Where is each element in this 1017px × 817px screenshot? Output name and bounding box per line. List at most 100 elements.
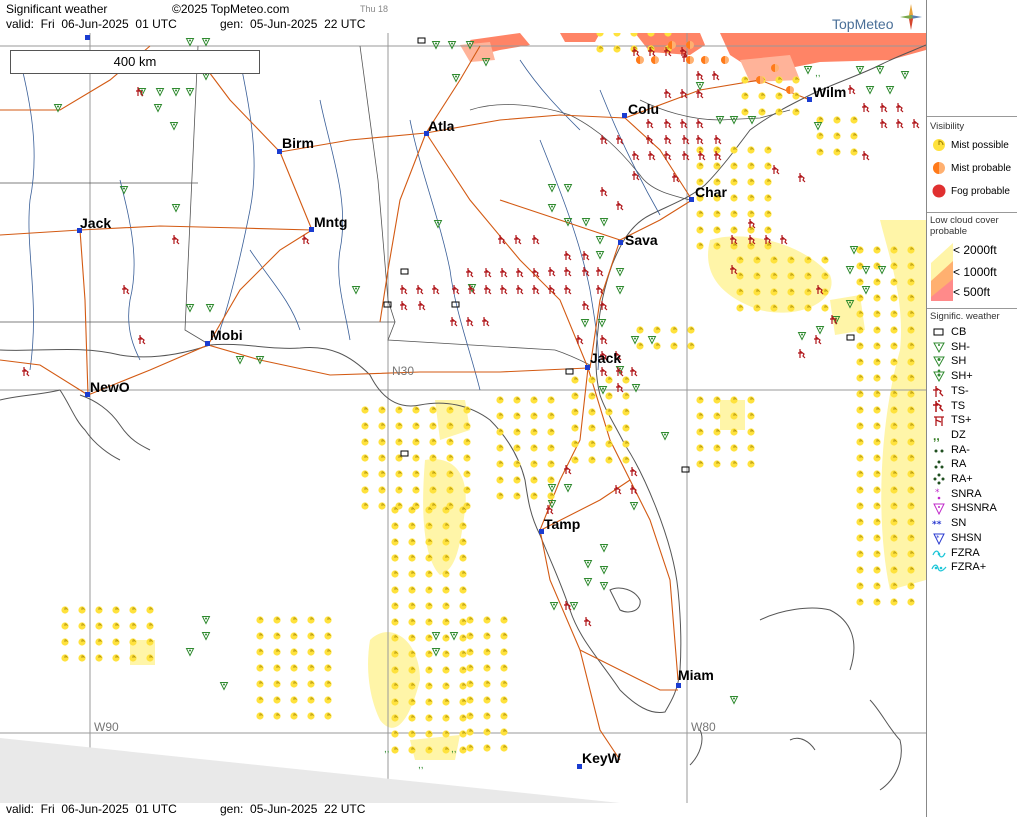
city-miam: Miam: [678, 667, 714, 683]
drizzle-icon: ,,: [933, 429, 940, 442]
fog-areas: [470, 33, 926, 70]
legend-sigwx-item: SHSNRA: [931, 501, 997, 516]
legend-sigwx-item: TS: [931, 399, 965, 413]
legend-sigwx-item: RA-: [931, 443, 970, 457]
grid-label-w80: W80: [691, 720, 716, 734]
city-char: Char: [695, 184, 727, 200]
generated-time: gen: 05-Jun-2025 22 UTC: [220, 17, 366, 31]
legend-low-1000: < 1000ft: [953, 265, 997, 279]
legend-sigwx-item: FZRA: [931, 546, 980, 560]
shower-snow-rain-icon: [933, 503, 945, 516]
shower-snow-icon: *: [933, 533, 945, 545]
compass-icon: [900, 4, 922, 30]
legend-panel: Visibility Mist possible Mist probable F…: [926, 0, 1017, 817]
city-wilm: Wilm: [813, 84, 846, 100]
fog-probable-icon: [932, 184, 946, 198]
footer-generated-time: gen: 05-Jun-2025 22 UTC: [220, 802, 366, 816]
svg-text:,,: ,,: [418, 760, 424, 771]
legend-low-500: < 500ft: [953, 285, 991, 299]
scale-bar: 400 km: [10, 50, 260, 74]
legend-sigwx-item: ,, DZ: [933, 428, 966, 442]
rivers: [19, 59, 661, 391]
freezing-rain-heavy-icon: [931, 564, 947, 572]
legend-sigwx-title: Signific. weather: [930, 311, 1000, 322]
snow-rain-icon: *: [935, 488, 941, 499]
rain-heavy-icon: [933, 473, 945, 485]
low-cloud-swatch: [931, 243, 953, 301]
city-mobi: Mobi: [210, 327, 243, 343]
rain-icon: [934, 460, 944, 469]
svg-text:**: **: [932, 520, 942, 530]
legend-mist-probable: Mist probable: [931, 161, 1011, 175]
city-birm: Birm: [282, 135, 314, 151]
thunderstorm-heavy-icon: [934, 416, 944, 427]
shower-icon: [933, 356, 945, 368]
mist-probable-icon: [933, 162, 945, 174]
roads: [0, 45, 811, 761]
logo-text: TopMeteo: [832, 16, 894, 32]
coastline: [0, 44, 926, 791]
footer-valid-time: valid: Fri 06-Jun-2025 01 UTC: [6, 802, 177, 816]
city-tamp: Tamp: [544, 516, 580, 532]
svg-text:,,: ,,: [384, 744, 390, 755]
city-markers: [77, 35, 812, 769]
state-borders: [0, 45, 791, 366]
grid-label-w90: W90: [94, 720, 119, 734]
topmeteo-logo[interactable]: TopMeteo: [832, 4, 924, 32]
out-of-domain-area: [0, 738, 620, 803]
legend-sigwx: Signific. weather CB SH- SH SH+ TS- TS TS+,, DZ…: [927, 308, 1017, 579]
copyright-text: ©2025 TopMeteo.com: [172, 2, 290, 16]
svg-text:*: *: [935, 488, 940, 498]
fog-edges: [460, 42, 800, 82]
city-atla: Atla: [428, 118, 455, 134]
mist-probable-symbols: [636, 41, 794, 94]
weather-map[interactable]: ,,,,,,,, Wilm Colu Atla Birm Char Sava J…: [0, 33, 926, 803]
legend-sigwx-item: TS+: [931, 413, 971, 427]
legend-mist-possible: Mist possible: [931, 138, 1009, 152]
legend-sigwx-item: * SHSN: [931, 531, 982, 545]
lat-lon-grid: [0, 33, 926, 803]
cb-symbols: [383, 37, 855, 473]
rain-light-icon: [934, 449, 944, 453]
legend-low-cloud-title: Low cloud cover probable: [930, 215, 999, 237]
svg-text:,,: ,,: [815, 68, 821, 79]
mist-symbols: [61, 33, 915, 754]
legend-sigwx-item: RA+: [931, 472, 973, 486]
svg-text:,,: ,,: [451, 744, 457, 755]
legend-sigwx-item: SH+: [931, 369, 973, 383]
valid-time: valid: Fri 06-Jun-2025 01 UTC: [6, 17, 177, 31]
city-jack-fl: Jack: [590, 350, 621, 366]
mist-possible-icon: [933, 139, 945, 151]
drizzle-symbols: ,,,,,,,,: [384, 68, 821, 771]
map-title: Significant weather: [6, 2, 108, 16]
city-sava: Sava: [625, 232, 658, 248]
legend-sigwx-item: FZRA+: [931, 560, 986, 574]
city-keyw: KeyW: [582, 750, 622, 766]
legend-sigwx-item: SH: [931, 354, 966, 368]
thunderstorm-symbols: [22, 47, 920, 627]
legend-sigwx-item: CB: [931, 325, 966, 339]
header-bar: Significant weather ©2025 TopMeteo.com T…: [0, 0, 926, 33]
day-label: Thu 18: [360, 4, 389, 14]
legend-low-cloud: Low cloud cover probable < 2000ft < 1000…: [927, 212, 1017, 309]
thunderstorm-icon: [933, 399, 944, 412]
scale-label: 400 km: [113, 54, 157, 69]
legend-sigwx-item: ** SN: [932, 517, 967, 531]
legend-fog-probable: Fog probable: [931, 184, 1010, 198]
cb-icon: [933, 328, 944, 336]
legend-sigwx-item: TS-: [931, 384, 969, 398]
legend-visibility: Visibility Mist possible Mist probable F…: [927, 116, 1017, 213]
snow-icon: **: [932, 520, 942, 530]
legend-sigwx-item: * SNRA: [931, 487, 982, 501]
legend-sigwx-item: SH-: [931, 340, 970, 354]
legend-visibility-title: Visibility: [930, 121, 965, 132]
city-mntg: Mntg: [314, 214, 347, 230]
city-newo: NewO: [90, 379, 130, 395]
svg-text:*: *: [936, 534, 940, 542]
grid-label-n30: N30: [392, 364, 414, 378]
low-cloud-areas: [130, 220, 926, 760]
city-colu: Colu: [628, 101, 659, 117]
thunderstorm-light-icon: [933, 385, 944, 397]
city-jack-ms: Jack: [80, 215, 111, 231]
freezing-rain-icon: [932, 549, 946, 558]
